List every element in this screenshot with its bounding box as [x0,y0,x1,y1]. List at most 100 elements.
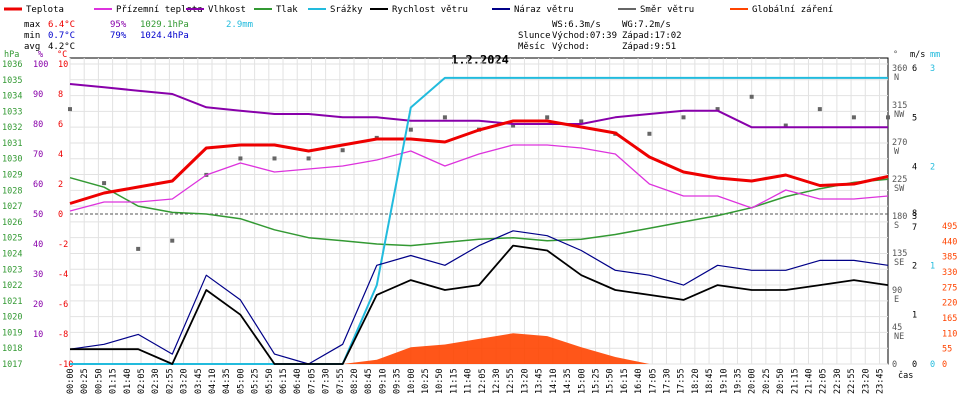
tick-label-rain: 1 [930,261,935,271]
tick-label-time: 11:40 [464,368,474,394]
tick-label-wind: 0 [912,360,917,370]
tick-label-time: 10:50 [435,368,445,394]
tick-label-temperature: 0 [58,210,63,220]
series-smer-vetru-point [340,148,345,153]
tick-label-direction-name: SE [894,258,904,268]
tick-label-time: 03:20 [180,368,190,394]
tick-label-humidity: 60 [33,180,43,190]
tick-label-time: 03:45 [194,368,204,394]
tick-label-direction-name: W [894,147,900,157]
legend-label-teplota: Teplota [26,5,64,15]
series-smer-vetru-point [68,107,72,112]
tick-label-time: 13:20 [520,368,530,394]
tick-label-time: 10:25 [421,368,431,394]
series-prizemni-teplota-line [69,144,889,212]
tick-label-time: 15:50 [606,368,616,394]
legend-label-prizemni-teplota: Přízemní teplota [116,5,203,15]
series-smer-vetru-point [102,181,107,186]
tick-label-time: 13:45 [535,368,545,394]
tick-label-time: 18:20 [691,368,701,394]
axis-unit-humidity: % [38,50,43,60]
tick-label-pressure: 1024 [2,249,22,259]
tick-label-pressure: 1022 [2,281,22,291]
series-smer-vetru-point [851,115,856,120]
tick-label-radiation: 55 [942,345,952,355]
tick-label-temperature: -2 [58,240,68,250]
legend-label-rychlost-vetru: Rychlost větru [392,5,468,15]
axis-unit-pressure: hPa [4,50,19,60]
tick-label-time: 00:25 [80,368,90,394]
tick-label-time: 07:55 [336,368,346,394]
tick-label-time: 04:35 [222,368,232,394]
tick-label-time: 19:35 [733,368,743,394]
tick-label-time: 14:10 [549,368,559,394]
tick-label-time: 11:15 [449,368,459,394]
tick-label-temperature: 2 [58,180,63,190]
tick-label-time: 05:50 [265,368,275,394]
tick-label-pressure: 1021 [2,297,22,307]
tick-label-humidity: 40 [33,240,43,250]
tick-label-time: 16:15 [620,368,630,394]
series-smer-vetru-point [136,246,141,251]
legend-label-naraz-vetru: Náraz větru [514,5,574,15]
tick-label-pressure: 1033 [2,107,22,117]
series-smer-vetru-point [647,131,652,136]
tick-label-time: 00:00 [66,368,76,394]
tick-label-direction: 90 [892,286,902,296]
stat-max-press: 1029.1hPa [140,20,189,30]
tick-label-time: 15:00 [577,368,587,394]
tick-label-rain: 2 [930,163,935,173]
tick-label-time: 09:35 [393,368,403,394]
tick-label-radiation: 165 [942,314,957,324]
tick-label-time: 10:00 [407,368,417,394]
tick-label-temperature: -4 [58,270,68,280]
tick-label-time: 01:40 [123,368,133,394]
axis-label-time: čas [898,370,913,381]
tick-label-rain: 0 [930,360,935,370]
tick-label-pressure: 1031 [2,139,22,149]
tick-label-pressure: 1034 [2,92,22,102]
tick-label-humidity: 70 [33,150,43,160]
tick-label-humidity: 20 [33,300,43,310]
tick-label-temperature: 4 [58,150,63,160]
tick-label-time: 12:30 [492,368,502,394]
tick-label-pressure: 1019 [2,328,22,338]
series-smer-vetru-point [783,123,788,128]
legend-label-globalni-zareni: Globální záření [752,5,833,15]
stat-min-hum: 79% [110,31,127,41]
tick-label-wind: 5 [912,113,917,123]
tick-label-time: 20:00 [748,368,758,394]
tick-label-time: 09:10 [378,368,388,394]
tick-label-radiation: 220 [942,299,957,309]
tick-label-time: 08:45 [364,368,374,394]
tick-label-temperature: -10 [58,360,73,370]
tick-label-time: 07:05 [307,368,317,394]
tick-label-time: 18:45 [705,368,715,394]
tick-label-radiation: 110 [942,329,957,339]
legend-label-smer-vetru: Směr větru [640,5,694,15]
stat-mesic-vychod: Východ: [552,42,590,52]
axis-unit-rain: mm [930,50,940,60]
series-smer-vetru-point [681,115,686,120]
stat-slunce-label: Slunce [518,31,551,41]
tick-label-pressure: 1017 [2,360,22,370]
stat-ws: WS:6.3m/s [552,20,601,30]
tick-label-temperature: -6 [58,300,68,310]
legend-label-tlak: Tlak [276,5,298,15]
plot-layer [68,76,890,365]
series-smer-vetru-point [886,115,890,120]
tick-label-direction-name: N [894,73,899,83]
axes-layer: 1036103510341033103210311030102910281027… [2,57,957,394]
tick-label-direction: 45 [892,323,902,333]
stat-min-press: 1024.4hPa [140,31,189,41]
tick-label-temperature: 8 [58,90,63,100]
legend-label-vlhkost: Vlhkost [208,5,246,15]
series-smer-vetru-point [272,156,277,161]
stat-avg-temp: 4.2°C [48,42,75,52]
series-naraz-vetru-line [69,230,889,365]
series-smer-vetru-point [238,156,243,161]
tick-label-radiation: 385 [942,253,957,263]
tick-label-pressure: 1028 [2,186,22,196]
stat-wg: WG:7.2m/s [622,20,671,30]
series-smer-vetru-point [511,123,516,128]
